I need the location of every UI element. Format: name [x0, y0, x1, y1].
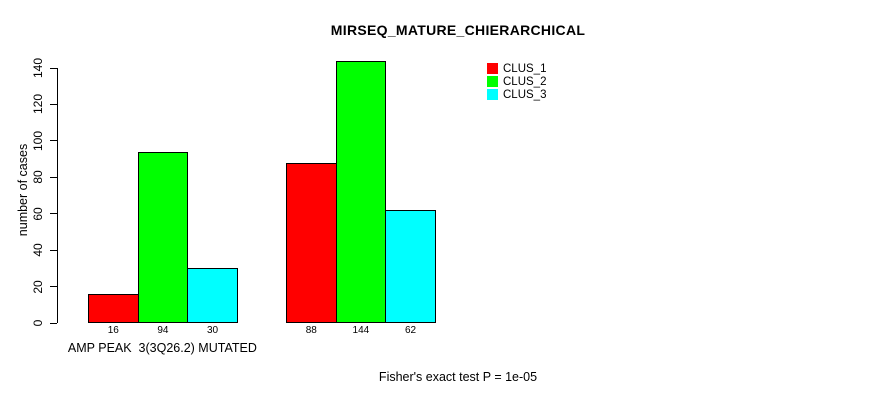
- y-axis-tick: [50, 176, 57, 178]
- y-axis-line: [57, 68, 58, 323]
- chart-title: MIRSEQ_MATURE_CHIERARCHICAL: [330, 22, 586, 38]
- y-tick-label: 120: [31, 94, 45, 115]
- y-axis-tick: [50, 249, 57, 251]
- bar-clus_2-group2: [335, 60, 387, 323]
- bar-clus_2-group1: [137, 151, 189, 323]
- x-category-label: AMP PEAK 3(3Q26.2) MUTATED: [67, 341, 257, 355]
- y-tick-label: 80: [31, 170, 45, 184]
- y-tick-label: 140: [31, 57, 45, 79]
- y-tick-label: 100: [31, 130, 45, 151]
- y-axis-tick: [50, 286, 57, 288]
- legend-swatch-clus_3: [487, 89, 498, 100]
- y-tick-label: 20: [31, 279, 45, 294]
- y-axis-title-text: number of cases: [16, 143, 30, 237]
- bar-clus_1-group1: [88, 293, 139, 323]
- legend-label: CLUS_3: [503, 88, 547, 101]
- legend-item-clus_2: CLUS_2: [487, 75, 546, 88]
- y-axis-tick: [50, 140, 57, 142]
- y-axis-tick: [50, 213, 57, 215]
- bar-value-label: 16: [107, 325, 119, 336]
- y-axis-tick: [50, 322, 57, 324]
- legend-label: CLUS_2: [503, 75, 547, 88]
- y-tick-label: 0: [31, 319, 45, 327]
- bar-clus_1-group2: [286, 162, 337, 323]
- legend-swatch-clus_2: [487, 76, 498, 87]
- legend-label: CLUS_1: [503, 62, 547, 75]
- bar-clus_3-group1: [187, 268, 238, 323]
- bar-value-label: 62: [404, 325, 417, 336]
- legend-item-clus_1: CLUS_1: [487, 62, 546, 75]
- bar-value-label: 144: [352, 325, 370, 336]
- legend-swatch-clus_1: [487, 63, 498, 74]
- y-tick-label: 40: [31, 243, 45, 257]
- y-tick-label: 60: [31, 207, 45, 221]
- bar-value-label: 30: [206, 325, 219, 336]
- legend-item-clus_3: CLUS_3: [487, 88, 546, 101]
- bar-clus_3-group2: [385, 210, 436, 323]
- legend: CLUS_1 CLUS_2 CLUS_3: [487, 62, 546, 101]
- y-axis-tick: [50, 67, 57, 69]
- pvalue-annotation: Fisher's exact test P = 1e-05: [378, 370, 538, 384]
- bar-value-label: 88: [305, 325, 317, 336]
- y-axis-tick: [50, 103, 57, 105]
- bar-value-label: 94: [157, 325, 169, 336]
